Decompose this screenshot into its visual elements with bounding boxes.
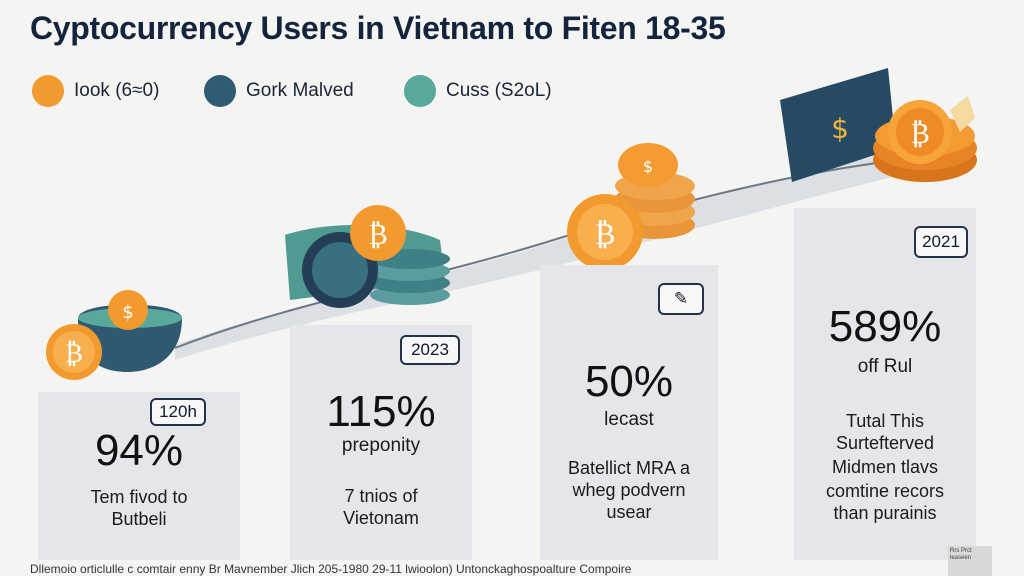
legend-item-2: Gork Malved <box>204 74 354 108</box>
legend-item-3: Cuss (S2oL) <box>404 74 552 108</box>
stat-card-2-value: 115% <box>326 387 436 436</box>
stat-card-1-desc-1: Tem fivod to <box>90 487 188 507</box>
coin-stack-top-right-icon: ₿ <box>873 96 977 182</box>
legend-swatch-1 <box>32 75 64 107</box>
stat-card-3-desc-3: usear <box>606 502 652 522</box>
coin-bitcoin-symbol: ₿ <box>65 339 83 369</box>
stat-card-4-desc-4: comtine recors <box>825 481 945 501</box>
stat-card-4-subtitle: off Rul <box>857 356 913 377</box>
page-title: Cyptocurrency Users in Vietnam to Fiten … <box>30 10 726 46</box>
stat-card-2-subtitle: preponity <box>341 435 421 456</box>
stat-card-2-desc-1: 7 tnios of <box>344 486 418 506</box>
legend-label-1: Iook (6≈0) <box>74 80 160 101</box>
stat-card-3-desc-2: wheg podvern <box>572 480 686 500</box>
flag-dollar-symbol: $ <box>831 112 849 145</box>
legend-label-2: Gork Malved <box>246 80 354 101</box>
coin-bitcoin-symbol: ₿ <box>595 217 616 252</box>
coin-stack-second-icon: ₿ <box>285 205 450 308</box>
stat-card-3-desc-1: Batellict MRA a <box>567 458 691 478</box>
coin-dollar-symbol: $ <box>122 302 133 323</box>
stat-card-4-badge: 2021 <box>914 226 968 258</box>
stat-card-1-value: 94% <box>94 426 184 475</box>
stat-card-1-badge: 120h <box>150 398 206 426</box>
coin-pile-middle-icon: $ ₿ <box>567 143 695 270</box>
stat-card-2-badge: 2023 <box>400 335 460 365</box>
coin-bitcoin-symbol: ₿ <box>910 117 929 150</box>
stat-card-2-desc-2: Vietonam <box>343 508 419 528</box>
stat-card-4-value: 589% <box>828 302 942 351</box>
coin-bitcoin-symbol: ₿ <box>368 218 387 251</box>
stat-card-4: 2021 589% off Rul Tutal This Surtefterve… <box>794 208 976 560</box>
stat-card-1-desc-2: Butbeli <box>111 509 167 529</box>
stat-card-4-desc-1: Tutal This <box>845 411 925 431</box>
stat-card-4-desc-2: Surtefterved <box>835 433 935 453</box>
corner-watermark: Rrs Prct leaseen <box>948 546 992 576</box>
trend-area <box>175 150 900 360</box>
stat-card-3-subtitle: lecast <box>604 409 654 430</box>
stat-card-4-desc-3: Midmen tlavs <box>831 457 939 477</box>
stat-card-3-value: 50% <box>584 357 674 406</box>
flag-icon: $ <box>780 68 896 182</box>
coin-bowl-icon: $ ₿ <box>46 290 182 380</box>
legend-item-1: Iook (6≈0) <box>32 74 159 108</box>
legend-swatch-3 <box>404 75 436 107</box>
stat-card-4-desc-5: than purainis <box>833 503 937 523</box>
legend-label-3: Cuss (S2oL) <box>446 80 552 101</box>
coin-cash-symbol: $ <box>643 157 653 176</box>
stat-card-2: 2023 115% preponity 7 tnios of Vietonam <box>290 325 472 560</box>
stat-card-3-badge: ✎ <box>658 283 704 315</box>
stat-card-3: ✎ 50% lecast Batellict MRA a wheg podver… <box>540 265 718 560</box>
corner-note: Rrs Prct leaseen <box>950 548 972 561</box>
stat-card-1: 120h 94% Tem fivod to Butbeli <box>38 392 240 560</box>
source-footnote: Dllemoio orticlulle c comtair enny Br Ma… <box>30 562 632 576</box>
legend-swatch-2 <box>204 75 236 107</box>
